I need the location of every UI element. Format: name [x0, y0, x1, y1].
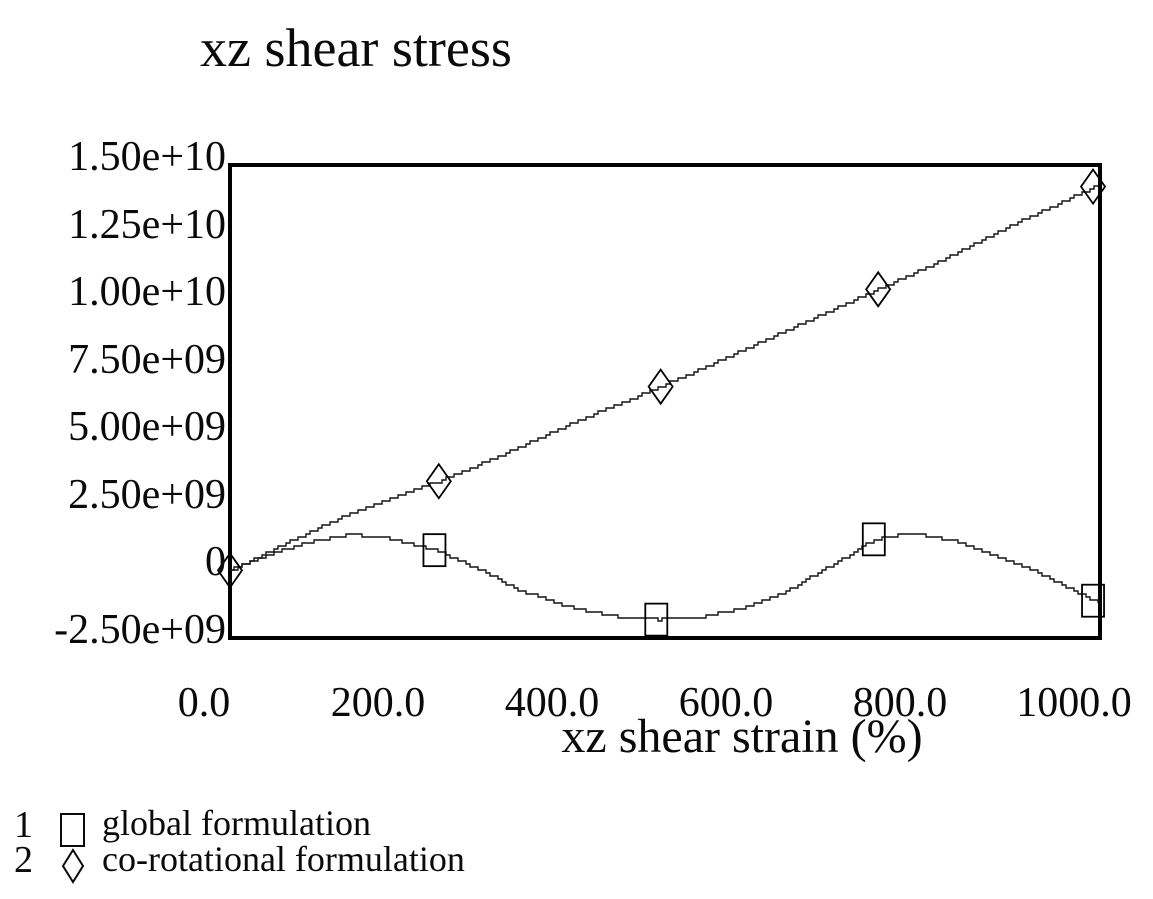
chart-title: xz shear stress	[200, 18, 512, 78]
diamond-marker	[865, 270, 892, 308]
curve-square	[230, 533, 1099, 622]
x-tick-label: 600.0	[678, 680, 774, 726]
diamond-marker	[1079, 168, 1107, 206]
x-axis-label: xz shear strain (%)	[561, 710, 923, 763]
y-tick-label: 1.50e+10	[68, 134, 226, 180]
x-tick-label: 200.0	[330, 680, 426, 726]
curve-diamond	[230, 185, 1098, 571]
square-marker	[422, 533, 447, 568]
y-tick-label: 1.25e+10	[68, 201, 226, 248]
y-tick-label: 2.50e+09	[68, 471, 226, 518]
diamond-marker	[425, 462, 452, 500]
y-tick-label: 1.00e+10	[68, 269, 226, 316]
x-tick-label: 800.0	[852, 680, 948, 726]
square-marker	[644, 602, 669, 637]
plot-frame	[228, 163, 1102, 640]
square-marker	[1081, 583, 1105, 618]
x-tick-label: 400.0	[504, 680, 600, 726]
diamond-marker	[647, 368, 674, 406]
square-marker	[861, 522, 886, 557]
y-tick-label: 0	[205, 539, 226, 586]
y-tick-label: 7.50e+09	[68, 336, 226, 383]
y-tick-label: -2.50e+09	[54, 607, 226, 653]
x-tick-label: 1000.0	[1016, 680, 1132, 726]
diamond-marker	[216, 551, 244, 589]
x-tick-label: 0.0	[177, 680, 231, 726]
y-tick-label: 5.00e+09	[68, 404, 226, 451]
